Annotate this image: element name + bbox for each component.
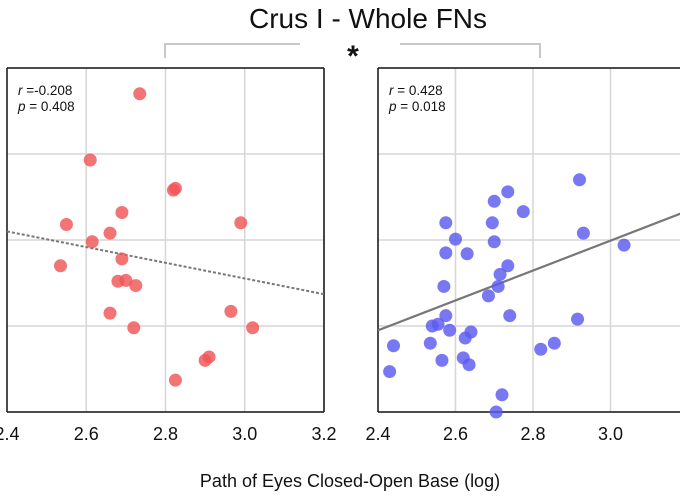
data-point	[487, 194, 501, 208]
data-point	[439, 216, 453, 230]
data-point	[534, 342, 548, 356]
data-point	[547, 336, 561, 350]
stat-r: r =-0.208	[18, 83, 72, 98]
data-point	[129, 279, 143, 293]
x-tick-label: 2.4	[0, 424, 20, 444]
stat-p-label: p	[17, 99, 26, 114]
x-tick-label: 3.0	[232, 424, 257, 444]
x-tick-label: 3.2	[311, 424, 336, 444]
data-point	[103, 226, 117, 240]
data-point	[59, 218, 73, 232]
data-point	[133, 87, 147, 101]
data-point	[119, 273, 133, 287]
data-point	[234, 216, 248, 230]
data-point	[115, 205, 129, 219]
data-point	[487, 235, 501, 249]
data-point	[168, 373, 182, 387]
data-point	[435, 353, 449, 367]
data-point	[460, 247, 474, 261]
stat-p: p = 0.408	[17, 99, 75, 114]
data-point	[198, 353, 212, 367]
data-point	[481, 289, 495, 303]
data-point	[573, 173, 586, 187]
data-point	[458, 331, 472, 345]
data-point	[127, 321, 141, 335]
data-point	[246, 321, 260, 335]
data-point	[493, 267, 507, 281]
data-point	[485, 216, 499, 230]
data-point	[571, 312, 585, 326]
trend-line	[6, 230, 325, 296]
x-tick-label: 2.8	[153, 424, 178, 444]
stat-r-label: r	[389, 83, 394, 98]
data-point	[115, 252, 129, 266]
x-tick-label: 2.6	[74, 424, 99, 444]
x-tick-label: 2.8	[520, 424, 545, 444]
data-point	[501, 185, 515, 199]
data-point	[425, 319, 439, 333]
significance-star: *	[347, 40, 359, 73]
stat-r-value: =-0.208	[23, 83, 73, 98]
data-point	[462, 358, 476, 372]
data-point	[439, 246, 453, 260]
data-point	[439, 309, 453, 323]
data-point	[83, 153, 97, 167]
chart-title: Crus I - Whole FNs	[249, 3, 487, 34]
bracket-right-arm	[400, 43, 541, 58]
x-tick-label: 3.0	[598, 424, 623, 444]
data-point	[443, 323, 457, 337]
data-point	[491, 279, 505, 293]
data-point	[449, 232, 462, 246]
stat-p-value: = 0.408	[26, 99, 75, 114]
data-point	[103, 306, 117, 320]
bracket-left-arm	[164, 43, 300, 58]
data-point	[423, 336, 437, 350]
significance-bracket	[164, 43, 541, 58]
x-axis-label: Path of Eyes Closed-Open Base (log)	[200, 471, 500, 491]
data-point	[224, 304, 238, 318]
trend-line	[377, 212, 680, 332]
data-point	[495, 388, 509, 402]
data-point	[489, 405, 503, 419]
stat-p-label: p	[388, 99, 397, 114]
data-point	[387, 339, 400, 353]
stat-r-label: r	[18, 83, 23, 98]
data-point	[437, 279, 451, 293]
data-point	[501, 259, 515, 273]
data-point	[516, 205, 530, 219]
stat-r-value: = 0.428	[394, 83, 443, 98]
data-point	[85, 235, 99, 249]
data-point	[166, 183, 180, 197]
stat-r: r = 0.428	[389, 83, 443, 98]
x-tick-label: 2.4	[365, 424, 390, 444]
data-point	[383, 365, 397, 379]
stat-p-value: = 0.018	[397, 99, 446, 114]
data-point	[617, 238, 631, 252]
stat-p: p = 0.018	[388, 99, 446, 114]
data-point	[576, 226, 590, 240]
data-point	[503, 309, 517, 323]
x-tick-label: 2.6	[443, 424, 468, 444]
data-point	[53, 259, 67, 273]
